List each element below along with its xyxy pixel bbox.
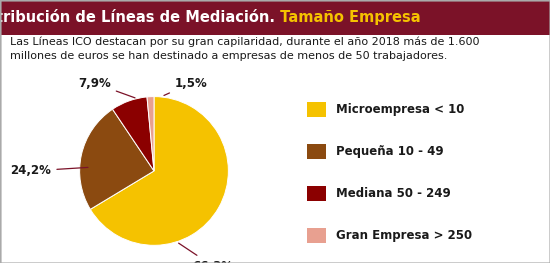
Wedge shape bbox=[113, 97, 154, 171]
Bar bbox=[307, 228, 326, 243]
Text: 7,9%: 7,9% bbox=[78, 77, 135, 98]
Bar bbox=[307, 144, 326, 159]
Text: Gran Empresa > 250: Gran Empresa > 250 bbox=[336, 229, 472, 242]
Text: Distribución de Líneas de Mediación.: Distribución de Líneas de Mediación. bbox=[0, 10, 275, 25]
Bar bbox=[307, 102, 326, 117]
Wedge shape bbox=[147, 97, 154, 171]
Text: Tamaño Empresa: Tamaño Empresa bbox=[275, 10, 421, 25]
Wedge shape bbox=[80, 109, 154, 209]
Text: 24,2%: 24,2% bbox=[10, 164, 88, 178]
Text: Las Líneas ICO destacan por su gran capilaridad, durante el año 2018 más de 1.60: Las Líneas ICO destacan por su gran capi… bbox=[10, 36, 480, 60]
Text: Mediana 50 - 249: Mediana 50 - 249 bbox=[336, 187, 450, 200]
Bar bbox=[307, 186, 326, 201]
Wedge shape bbox=[90, 97, 228, 245]
Text: 1,5%: 1,5% bbox=[164, 77, 207, 95]
Text: Microempresa < 10: Microempresa < 10 bbox=[336, 103, 464, 116]
Text: Pequeña 10 - 49: Pequeña 10 - 49 bbox=[336, 145, 443, 158]
Text: 66,3%: 66,3% bbox=[179, 243, 234, 263]
